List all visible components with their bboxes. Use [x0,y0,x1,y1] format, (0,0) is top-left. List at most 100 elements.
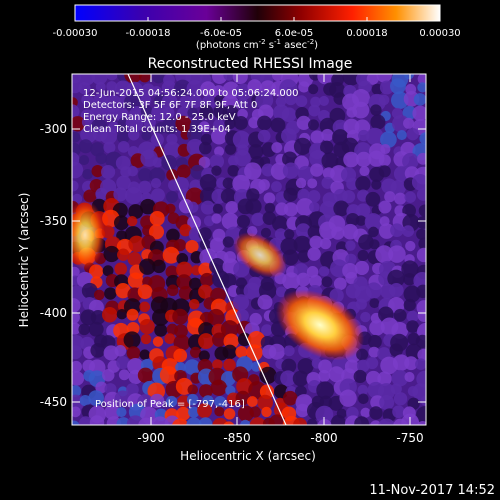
texture-cell [128,204,144,219]
texture-cell [91,74,108,85]
texture-cell [117,141,130,153]
texture-cell [72,385,82,398]
texture-cell [328,366,345,383]
texture-cell [100,127,118,145]
texture-cell [275,286,287,298]
texture-cell [211,128,228,145]
texture-cell [81,282,98,299]
texture-cell [354,260,370,276]
texture-cell [72,298,81,313]
texture-cell [384,191,396,203]
texture-cell [165,265,179,279]
texture-cell [369,239,380,250]
texture-cell [95,381,108,394]
texture-cell [104,287,117,300]
texture-cell [346,212,360,227]
texture-cell [141,130,152,141]
texture-cell [106,81,118,92]
texture-cell [416,216,426,229]
texture-cell [420,395,426,406]
x-tick-label: -750 [396,431,423,445]
texture-cell [320,140,334,155]
texture-cell [245,198,262,215]
texture-cell [200,200,215,215]
texture-cell [280,370,297,387]
texture-cell [117,248,130,261]
texture-cell [342,190,356,204]
texture-cell [378,154,391,167]
texture-cell [186,127,203,143]
texture-cell [246,188,260,202]
texture-cell [116,230,127,242]
footer-timestamp: 11-Nov-2017 14:52 [369,483,495,498]
texture-cell [72,131,81,143]
texture-cell [403,298,416,312]
texture-cell [369,298,380,309]
texture-cell [417,74,426,85]
texture-cell [211,165,222,176]
texture-cell [257,294,273,310]
texture-cell [223,358,236,372]
texture-cell [233,116,248,130]
texture-cell [95,187,108,201]
texture-cell [377,383,395,401]
texture-cell [249,417,267,425]
texture-cell [403,285,421,303]
texture-cell [415,334,426,349]
texture-cell [114,262,128,276]
texture-cell [283,187,298,202]
texture-cell [164,333,176,345]
texture-cell [281,127,297,144]
texture-cell [284,92,298,106]
texture-cell [89,264,104,279]
texture-cell [165,203,176,214]
texture-cell [140,198,156,215]
texture-cell [174,79,192,97]
texture-cell [366,74,379,85]
texture-cell [355,215,367,226]
texture-cell [221,273,237,289]
texture-cell [295,177,307,189]
texture-cell [199,173,217,192]
texture-cell [166,228,180,243]
texture-cell [222,105,239,122]
x-tick-label: -900 [137,431,164,445]
texture-cell [297,358,314,375]
texture-cell [102,265,114,277]
texture-cell [365,282,382,299]
texture-cell [172,308,189,325]
solar-limb-line [127,74,287,425]
texture-cell [198,417,213,425]
unit-part: (photons cm [196,40,259,51]
emission-region [72,200,105,270]
unit-part: ) [314,40,318,51]
texture-cell [151,104,169,122]
plot-title: Reconstructed RHESSI Image [148,56,353,72]
texture-cell [416,370,426,388]
texture-cell [126,383,139,396]
image-texture [72,74,426,425]
texture-cell [179,224,192,237]
texture-cell [114,345,127,357]
texture-cell [403,117,415,129]
texture-cell [186,79,204,98]
axis-ticks [72,74,426,425]
texture-cell [223,74,235,81]
texture-cell [402,225,414,238]
texture-cell [176,406,191,421]
texture-cell [198,284,213,299]
texture-cell [90,343,106,358]
texture-cell [176,274,192,290]
texture-cell [376,74,392,83]
clean-counts-text: Clean Total counts: 1.39E+04 [83,124,231,135]
texture-cell [315,405,334,424]
texture-cell [402,152,419,170]
texture-cell [189,346,202,359]
texture-cell [199,141,212,155]
texture-cell [235,345,248,358]
texture-cell [319,237,332,250]
texture-cell [90,310,106,325]
texture-cell [368,334,382,349]
colorbar-tick-label: 0.00018 [346,28,387,39]
texture-cell [390,223,404,238]
